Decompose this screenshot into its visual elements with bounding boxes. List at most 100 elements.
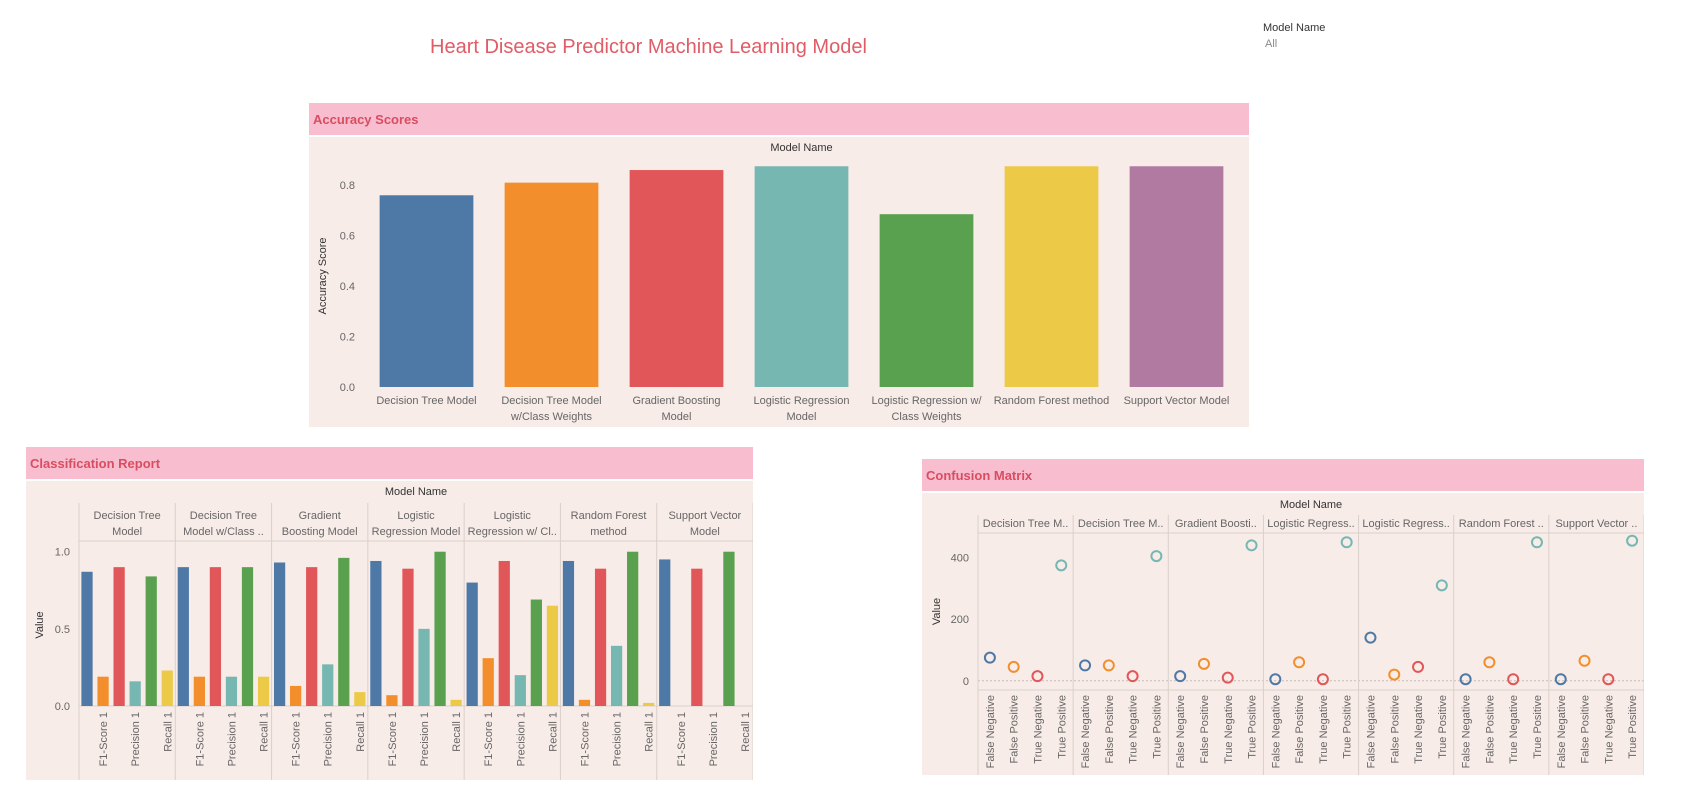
x-tick-label: False Negative (1080, 695, 1092, 768)
x-tick-label: True Positive (1056, 695, 1068, 759)
x-tick-label: True Negative (1318, 695, 1330, 764)
group-header: Logistic Regress.. (1267, 518, 1354, 530)
point (1079, 659, 1092, 672)
x-tick-label: False Negative (1461, 695, 1473, 768)
x-tick-label: False Positive (1009, 695, 1021, 763)
x-tick-label: False Negative (1175, 695, 1187, 768)
group-header: Random Forest .. (1459, 518, 1544, 530)
x-tick-label: F1-Score 1 (580, 712, 592, 766)
bar (97, 676, 109, 706)
point (1316, 673, 1329, 686)
bar (504, 182, 599, 387)
group-header: Gradient Boosti.. (1175, 518, 1257, 530)
point (1554, 673, 1567, 686)
bar (402, 568, 414, 706)
point (1102, 659, 1115, 672)
group-header: Regression Model (372, 526, 461, 538)
bar (498, 560, 510, 706)
x-tick-label: True Negative (1413, 695, 1425, 764)
group-header: Support Vector .. (1555, 518, 1637, 530)
bar (1129, 166, 1224, 387)
x-tick-label: Model (787, 411, 817, 423)
x-tick-label: F1-Score 1 (483, 712, 495, 766)
point (1578, 654, 1591, 667)
bar (482, 658, 494, 706)
point (1459, 673, 1472, 686)
point (1269, 673, 1282, 686)
point (983, 651, 996, 664)
filter-label: Model Name (1263, 22, 1326, 34)
model-name-filter[interactable]: Model Name All (1263, 22, 1325, 50)
group-header: Logistic (397, 510, 435, 522)
point (1483, 656, 1496, 669)
bar (434, 551, 446, 706)
point (1626, 534, 1639, 547)
x-tick-label: False Negative (1556, 695, 1568, 768)
x-tick-label: True Negative (1128, 695, 1140, 764)
x-tick-label: True Positive (1342, 695, 1354, 759)
group-header: Decision Tree (190, 510, 257, 522)
group-header: Regression w/ Cl.. (468, 526, 557, 538)
y-tick-label: 0.8 (340, 180, 355, 192)
bar (209, 567, 222, 706)
confusion-chart: Model Name Value 0 200 400 Decision Tree M.. F… (931, 499, 1645, 775)
group-header: Boosting Model (282, 526, 358, 538)
x-tick-label: False Negative (985, 695, 997, 768)
classification-chart: Model Name Value 0.0 0.5 1.0 Decision Tree Mod… (34, 486, 754, 780)
y-tick-label: 400 (951, 553, 969, 565)
x-tick-label: False Positive (1484, 695, 1496, 763)
x-tick-label: False Positive (1580, 695, 1592, 763)
group-header: Model w/Class .. (183, 526, 264, 538)
bar (273, 562, 286, 706)
x-tick-label: True Negative (1032, 695, 1044, 764)
x-tick-label: Recall 1 (162, 712, 174, 752)
point (1412, 660, 1425, 673)
x-tick-label: False Positive (1389, 695, 1401, 763)
accuracy-chart: Model Name Accuracy Score 0.0 0.2 0.4 0.6 0.8 D… (317, 142, 1229, 423)
y-tick-label: 0.2 (340, 332, 355, 344)
x-tick-label: F1-Score 1 (194, 712, 206, 766)
page-title: Heart Disease Predictor Machine Learning… (430, 36, 867, 58)
classification-panel: Model Name Value 0.0 0.5 1.0 Decision Tree Mod… (26, 481, 754, 780)
group-header: Logistic (494, 510, 532, 522)
x-tick-label: Precision 1 (323, 712, 335, 766)
bar (241, 567, 254, 706)
point (1364, 631, 1377, 644)
x-tick-label: Precision 1 (419, 712, 431, 766)
group-header: Model (690, 526, 720, 538)
point (1530, 536, 1543, 549)
y-tick-label: 0.6 (340, 231, 355, 243)
x-tick-label: Precision 1 (708, 712, 720, 766)
x-tick-label: Recall 1 (644, 712, 656, 752)
group-header: Decision Tree M.. (983, 518, 1069, 530)
x-tick-label: Recall 1 (259, 712, 271, 752)
group-header: Decision Tree M.. (1078, 518, 1164, 530)
bar (306, 567, 318, 706)
classification-panel-header: Classification Report (26, 447, 753, 479)
filter-value[interactable]: All (1265, 38, 1278, 50)
bar (546, 605, 559, 706)
point (1126, 670, 1139, 683)
bar (629, 170, 724, 387)
point (1245, 539, 1258, 552)
x-tick-label: Precision 1 (130, 712, 142, 766)
y-axis-label: Value (34, 611, 46, 638)
bar (643, 702, 655, 706)
point (1507, 673, 1520, 686)
x-tick-label: Class Weights (891, 411, 962, 423)
x-tick-label: F1-Score 1 (98, 712, 110, 766)
x-tick-label: True Positive (1532, 695, 1544, 759)
point (1602, 673, 1615, 686)
bar (450, 699, 462, 706)
x-tick-label: True Positive (1151, 695, 1163, 759)
group-header: Support Vector (668, 510, 741, 522)
bar (370, 560, 382, 706)
y-tick-label: 1.0 (55, 547, 70, 559)
y-tick-label: 0 (963, 676, 969, 688)
bar (754, 166, 849, 387)
x-tick-label: True Negative (1223, 695, 1235, 764)
bar (530, 599, 542, 706)
x-tick-label: Recall 1 (547, 712, 559, 752)
bar (466, 582, 478, 706)
bar (691, 568, 703, 706)
